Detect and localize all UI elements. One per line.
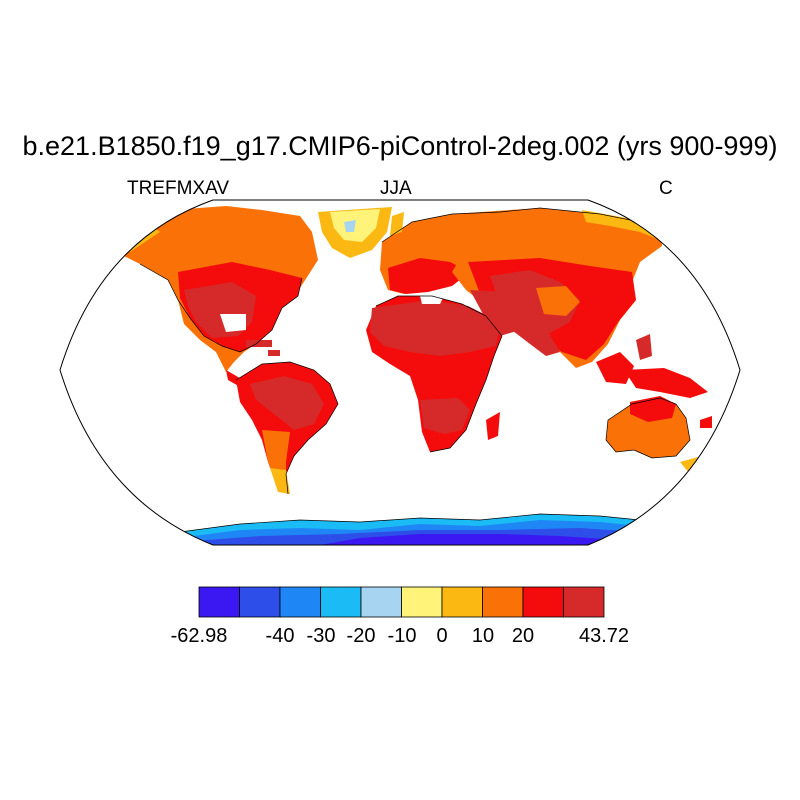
antarctica-region [140,514,660,545]
southeast-asia-region [596,334,712,428]
colorbar-swatch [522,586,564,618]
greenland-region [318,207,392,258]
colorbar-swatch [482,586,524,618]
coastlines [139,207,691,533]
colorbar-tick-label: -62.98 [170,625,228,647]
globe-outline [59,199,741,546]
units-label: C [659,178,673,199]
colorbar-swatch [198,586,240,618]
africa-region [366,290,530,452]
season-label: JJA [380,178,412,199]
variable-label: TREFMXAV [127,178,230,199]
colorbar-tick-label: 10 [471,625,495,647]
colorbar-swatch [360,586,402,618]
plot-title: b.e21.B1850.f19_g17.CMIP6-piControl-2deg… [22,131,778,161]
colorbar-tick-label: 43.72 [578,625,630,647]
colorbar-tick-label: -40 [265,625,295,647]
colorbar-tick-label: -20 [346,625,376,647]
colorbar-swatch [239,586,281,618]
colorbar-tick-label: 20 [511,625,535,647]
colorbar-swatch [563,586,605,618]
colorbar [198,586,605,618]
map-fill-layer [60,200,740,545]
colorbar-tick-label: 0 [436,625,448,647]
colorbar-tick-label: -30 [306,625,336,647]
colorbar-swatch [279,586,321,618]
colorbar-tick-label: -10 [387,625,417,647]
colorbar-swatch [441,586,483,618]
caribbean-region [246,340,280,356]
colorbar-swatch [320,586,362,618]
south-america-region [236,362,338,494]
colorbar-swatch [401,586,443,618]
